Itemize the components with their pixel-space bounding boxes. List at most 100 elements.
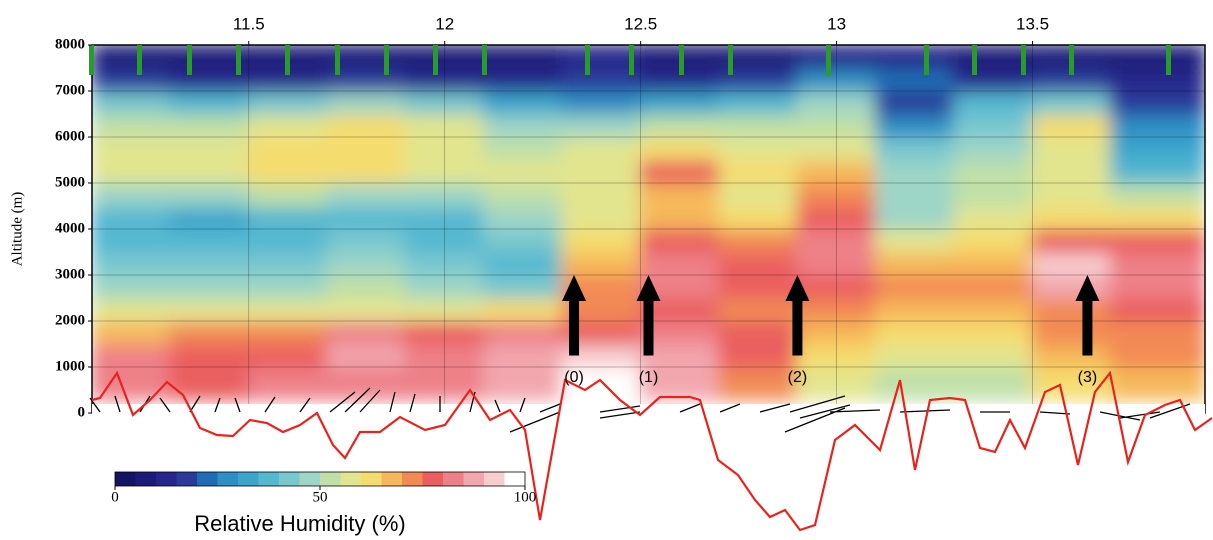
- heat-cell: [92, 159, 172, 184]
- heat-cell: [639, 228, 721, 253]
- heat-cell: [92, 113, 172, 138]
- heat-cell: [796, 90, 877, 115]
- heat-cell: [1109, 90, 1205, 115]
- heat-cell: [874, 320, 956, 345]
- heat-cell: [404, 297, 485, 322]
- heat-cell: [404, 205, 485, 230]
- heat-cell: [169, 159, 250, 184]
- heat-cell: [482, 251, 564, 276]
- heat-cell: [953, 90, 1034, 115]
- colorbar-swatch: [258, 472, 280, 486]
- heat-cell: [1109, 45, 1205, 69]
- heat-cell: [796, 136, 877, 161]
- heat-cell: [718, 136, 799, 161]
- heat-cell: [953, 113, 1034, 138]
- heat-cell: [561, 205, 642, 230]
- heat-cell: [169, 228, 250, 253]
- heat-cell: [953, 45, 1034, 69]
- heat-cell: [404, 251, 485, 276]
- heat-cell: [482, 320, 564, 345]
- heat-cell: [639, 113, 721, 138]
- heat-cell: [482, 67, 564, 92]
- heat-cell: [718, 228, 799, 253]
- heat-cell: [718, 320, 799, 345]
- colorbar-swatch: [279, 472, 300, 486]
- heat-cell: [1031, 274, 1112, 299]
- heat-cell: [1031, 320, 1112, 345]
- heat-cell: [404, 228, 485, 253]
- colorbar-swatch: [422, 472, 444, 486]
- heat-cell: [247, 320, 329, 345]
- annotation-arrow: [636, 275, 661, 356]
- heat-cell: [482, 228, 564, 253]
- heat-cell: [1031, 343, 1112, 368]
- heat-cell: [169, 136, 250, 161]
- heat-cell: [482, 136, 564, 161]
- heat-cell: [953, 274, 1034, 299]
- heat-cell: [169, 251, 250, 276]
- colorbar-tick-label: 0: [111, 489, 119, 505]
- heat-cell: [1109, 228, 1205, 253]
- heat-cell: [718, 205, 799, 230]
- heat-cell: [639, 182, 721, 207]
- heat-cell: [796, 320, 877, 345]
- heat-cell: [326, 228, 407, 253]
- heat-cell: [953, 320, 1034, 345]
- heat-cell: [169, 297, 250, 322]
- heat-cell: [874, 297, 956, 322]
- heat-cell: [796, 159, 877, 184]
- heat-cell: [247, 113, 329, 138]
- y-axis-label: Altitude (m): [9, 192, 25, 267]
- heat-cell: [953, 136, 1034, 161]
- x-tick-label: 12: [435, 14, 454, 33]
- heat-cell: [561, 182, 642, 207]
- heat-cell: [169, 205, 250, 230]
- heat-cell: [561, 90, 642, 115]
- heat-cell: [92, 320, 172, 345]
- profile-line: [91, 370, 1213, 532]
- heat-cell: [1109, 366, 1205, 401]
- heat-cell: [482, 90, 564, 115]
- heat-cell: [247, 182, 329, 207]
- heat-cell: [1031, 136, 1112, 161]
- heat-cell: [796, 205, 877, 230]
- y-tick-label: 4000: [55, 220, 85, 236]
- heat-cell: [718, 297, 799, 322]
- heat-cell: [796, 366, 877, 401]
- x-tick-label: 13: [827, 14, 846, 33]
- heat-cell: [92, 366, 172, 401]
- heat-cell: [1031, 182, 1112, 207]
- heat-cell: [639, 205, 721, 230]
- heat-cell: [92, 67, 172, 92]
- heat-cell: [796, 113, 877, 138]
- heat-cell: [874, 159, 956, 184]
- heat-cell: [169, 113, 250, 138]
- colorbar-swatch: [381, 472, 403, 486]
- heat-cell: [482, 159, 564, 184]
- heat-cell: [404, 67, 485, 92]
- heat-cell: [326, 320, 407, 345]
- heat-cell: [326, 343, 407, 368]
- colorbar-swatch: [361, 472, 382, 486]
- heat-cell: [796, 67, 877, 92]
- colorbar-swatch: [443, 472, 464, 486]
- heat-cell: [247, 366, 329, 401]
- heat-cell: [561, 113, 642, 138]
- heat-cell: [247, 343, 329, 368]
- heat-cell: [874, 274, 956, 299]
- heat-cell: [796, 45, 877, 69]
- heat-cell: [953, 228, 1034, 253]
- heat-cell: [247, 205, 329, 230]
- heat-cell: [247, 159, 329, 184]
- annotation-arrow: [785, 275, 810, 356]
- wind-arrows: [89, 387, 1191, 433]
- heat-cell: [404, 320, 485, 345]
- heat-cell: [639, 159, 721, 184]
- heat-cell: [796, 251, 877, 276]
- heat-cell: [874, 67, 956, 92]
- y-tick-label: 2000: [55, 312, 85, 328]
- annotation-label: (3): [1078, 369, 1098, 386]
- heat-cell: [326, 205, 407, 230]
- colorbar-swatch: [156, 472, 177, 486]
- heat-cell: [796, 297, 877, 322]
